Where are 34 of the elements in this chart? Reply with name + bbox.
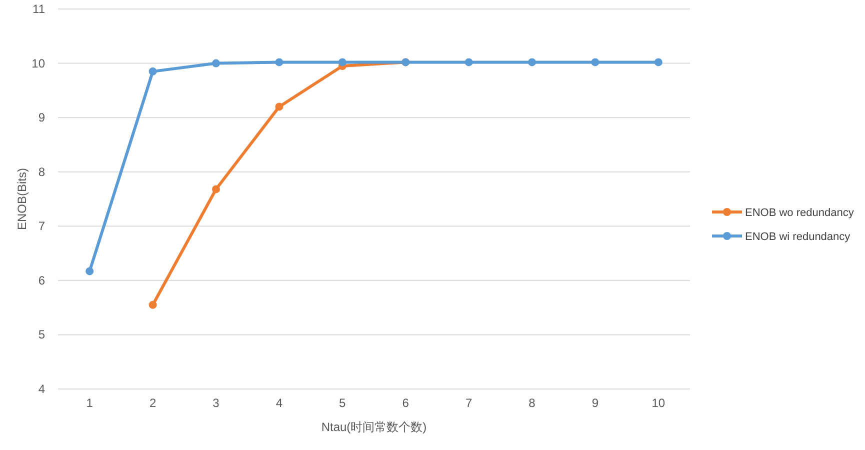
point xyxy=(591,58,600,66)
x-tick-label: 3 xyxy=(212,396,220,410)
x-tick-label: 8 xyxy=(528,396,536,410)
point xyxy=(86,267,94,276)
x-tick-label: 4 xyxy=(276,396,283,410)
point xyxy=(275,58,284,66)
y-tick-label: 8 xyxy=(38,164,46,179)
y-axis-title: ENOB(Bits) xyxy=(15,168,29,230)
x-tick-label: 9 xyxy=(592,396,599,410)
y-tick-label: 11 xyxy=(32,2,46,16)
point xyxy=(148,300,157,309)
point xyxy=(338,58,346,66)
point xyxy=(275,102,284,111)
legend-label: ENOB wo redundancy xyxy=(745,207,854,219)
x-tick-label: 5 xyxy=(339,396,346,410)
point xyxy=(464,58,473,66)
x-axis-title: Ntau(时间常数个数) xyxy=(321,420,427,434)
y-tick-label: 4 xyxy=(38,382,46,396)
x-tick-label: 10 xyxy=(652,396,666,410)
y-tick-label: 6 xyxy=(38,273,46,288)
x-tick-label: 1 xyxy=(86,396,94,410)
y-tick-label: 9 xyxy=(38,110,46,125)
x-tick-label: 2 xyxy=(149,396,156,410)
x-tick-label: 6 xyxy=(402,396,410,410)
point xyxy=(654,58,662,66)
point xyxy=(212,185,220,194)
point xyxy=(148,67,157,76)
y-tick-label: 10 xyxy=(32,56,46,70)
point xyxy=(528,58,536,66)
y-tick-label: 5 xyxy=(38,328,46,342)
y-tick-label: 7 xyxy=(38,219,46,234)
point xyxy=(212,59,220,68)
x-tick-label: 7 xyxy=(465,396,472,410)
legend-label: ENOB wi redundancy xyxy=(745,231,851,243)
